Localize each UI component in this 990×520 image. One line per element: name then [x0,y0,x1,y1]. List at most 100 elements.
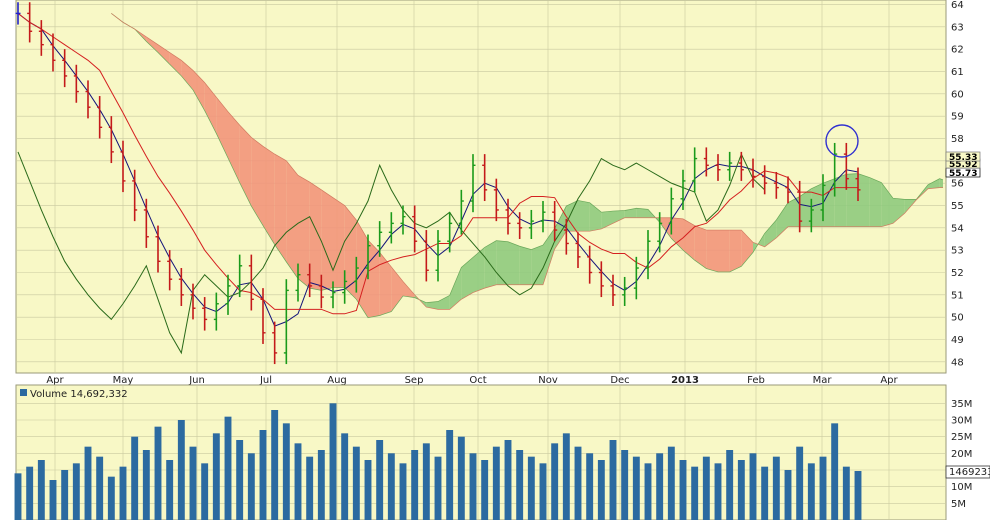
volume-bar [784,470,792,520]
cloud-bull-segment [858,173,870,227]
ohlc-bar [820,174,826,222]
volume-bar [142,450,150,520]
volume-title: Volume 14,692,332 [30,389,128,400]
cloud-bull-segment [496,240,508,285]
cloud-bear-segment [344,205,357,300]
cloud-bear-segment [403,281,415,298]
volume-bar [644,463,652,520]
ohlc-bar [388,212,394,244]
cloud-bear-segment [321,189,333,291]
ohlc-bar [843,142,849,190]
ohlc-bar [307,263,313,298]
price-y-tick-label: 59 [951,112,964,123]
ohlc-bar [38,20,44,56]
volume-bar [434,456,442,520]
ohlc-bar [552,201,558,242]
cloud-bear-segment [193,70,205,111]
price-y-tick-label: 61 [951,67,964,78]
ohlc-bar [563,218,569,255]
volume-bar [189,446,197,520]
volume-y-axis: 35M30M25M20M15M10M5M [951,399,972,510]
x-month-label: Nov [538,375,558,386]
volume-bar [469,453,477,520]
ohlc-bar [797,180,803,233]
ohlc-bar [237,254,243,298]
ohlc-bar [447,212,453,253]
volume-bar [411,450,419,520]
cloud-bull-segment [578,200,590,232]
volume-bar [667,446,675,520]
ohlc-bar [365,234,371,280]
cloud-bull-segment [834,174,847,227]
volume-bar [259,430,267,520]
ohlc-bar [260,288,266,344]
volume-bar [527,456,535,520]
volume-bar [37,460,45,520]
volume-y-tick-label: 10M [951,482,972,493]
volume-bar [702,456,710,520]
volume-bar [422,443,430,520]
ohlc-bar [27,2,33,43]
volume-bars [14,403,862,520]
cloud-bear-segment [694,225,707,269]
cloud-bull-segment [881,182,893,227]
volume-bar [84,446,92,520]
ohlc-bar [283,279,289,365]
x-month-label: Apr [46,375,64,386]
volume-bar [574,446,582,520]
ohlc-bar [423,230,429,282]
volume-bar [516,450,524,520]
ohlc-bar [108,116,114,164]
ohlc-bar [633,256,639,300]
cloud-bear-segment [216,97,228,159]
ohlc-bar [470,154,476,213]
cloud-bull-segment [823,178,835,227]
x-month-label: Dec [610,375,629,386]
x-month-label: Jun [188,375,205,386]
volume-bar [247,453,255,520]
x-axis-months: Apr May Jun Jul Aug Sep Oct Nov Dec 2013 Feb Mar Apr [46,375,898,386]
ohlc-bar [143,198,149,248]
ohlc-bar [610,274,616,306]
cloud-bull-segment [799,188,812,227]
volume-y-tick-label: 30M [951,416,972,427]
volume-bar [131,436,139,520]
cloud-bull-segment [788,196,800,227]
x-month-label: Oct [469,375,486,386]
ohlc-bar [85,80,91,119]
volume-bar [119,466,127,520]
price-y-tick-label: 51 [951,290,964,301]
volume-bar [831,423,839,520]
cloud-bull-segment [566,200,578,232]
volume-bar [107,476,115,520]
ohlc-bar [435,230,441,282]
volume-bar [49,480,57,520]
ohlc-bar [62,49,68,88]
cloud-bear-segment [741,230,753,267]
ohlc-bar [750,158,756,188]
volume-bar [492,446,500,520]
volume-bar [597,460,605,520]
volume-bar [329,403,337,520]
volume-bar [621,450,629,520]
cloud-bull-segment [508,241,520,285]
highlight-circle [825,124,859,158]
cloud-bear-segment [239,125,252,207]
price-y-tick-label: 63 [951,22,964,33]
ohlc-bar [248,254,254,311]
volume-bar [749,453,757,520]
ohlc-bar [190,283,196,320]
cloud-bear-segment [181,60,193,90]
volume-bar [341,433,349,520]
ohlc-bar [330,281,336,309]
ohlc-bar [120,140,126,193]
price-y-tick-label: 49 [951,335,964,346]
volume-bar [761,466,769,520]
ohlc-bar [680,169,686,210]
ohlc-bar [715,154,721,181]
ohlc-bar [505,198,511,235]
ohlc-bar [762,165,768,195]
ohlc-bar [598,261,604,298]
volume-bar [504,440,512,520]
ohlc-bar [97,96,103,139]
